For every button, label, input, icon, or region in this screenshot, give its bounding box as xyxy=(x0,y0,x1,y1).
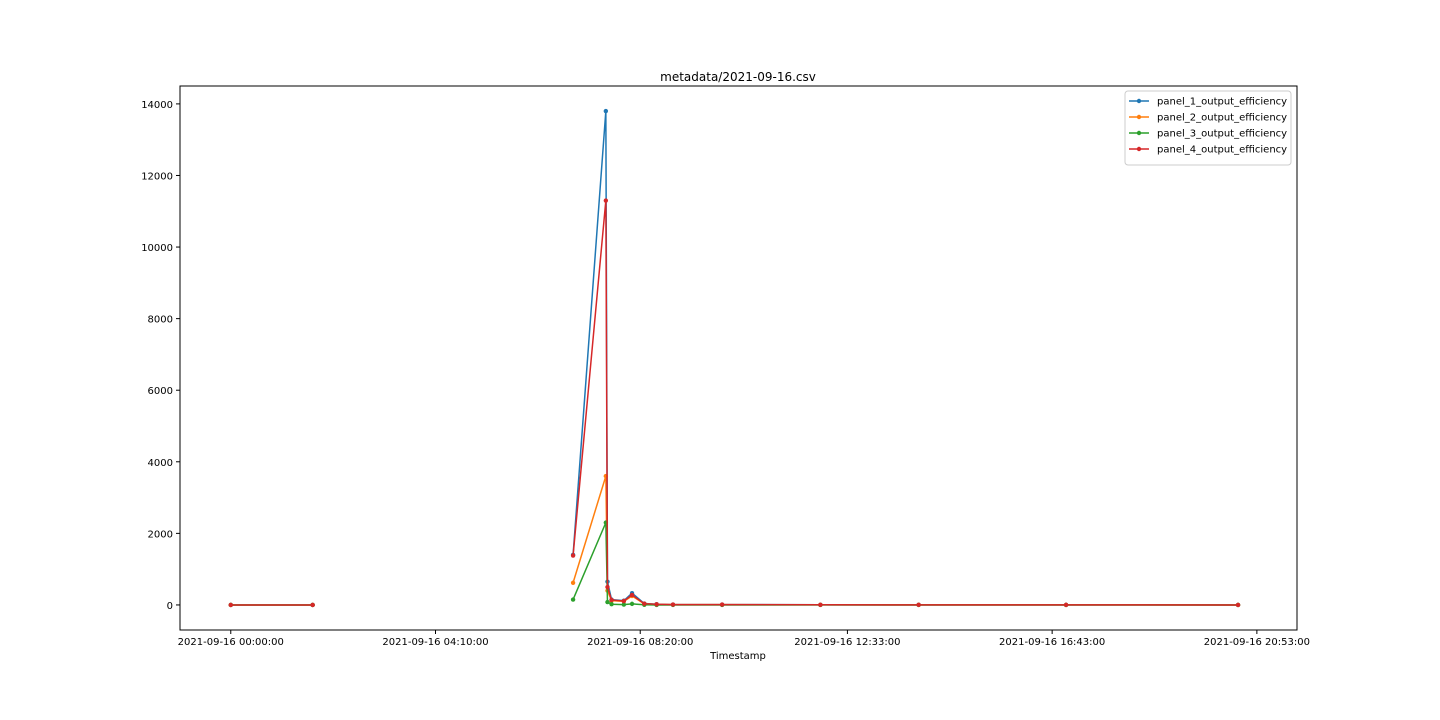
chart-title: metadata/2021-09-16.csv xyxy=(660,70,816,84)
legend-label-4: panel_4_output_efficiency xyxy=(1157,145,1287,156)
series-4-point-3 xyxy=(570,553,576,558)
y-axis: 0 2000 4000 6000 8000 10000 12000 14000 xyxy=(141,100,180,612)
legend-label-3: panel_3_output_efficiency xyxy=(1157,129,1287,140)
series-4-point-6 xyxy=(609,597,614,603)
series-4-line xyxy=(572,200,1239,606)
series-4-point-16 xyxy=(1235,602,1241,608)
y-tick-label-7: 12000 xyxy=(141,171,173,182)
x-tick-label-6: 2021-09-16 20:53:00 xyxy=(1204,637,1310,648)
y-tick-label-5: 8000 xyxy=(148,315,173,326)
legend-label-2: panel_2_output_efficiency xyxy=(1157,113,1287,124)
y-tick-label-8: 14000 xyxy=(141,100,173,111)
series-3-point-6 xyxy=(609,602,614,607)
series-3-point-7 xyxy=(621,602,627,607)
x-tick-label-3: 2021-09-16 08:20:00 xyxy=(587,637,693,648)
x-tick-label-5: 2021-09-16 16:43:00 xyxy=(999,637,1105,648)
series-4-point-1 xyxy=(228,602,233,608)
x-axis: 2021-09-16 00:00:00 2021-09-16 04:10:00 20… xyxy=(178,630,1310,648)
plot-area xyxy=(228,108,1241,608)
series-3-point-8 xyxy=(629,601,635,607)
legend-marker-3 xyxy=(1136,130,1142,136)
series-3-point-5 xyxy=(605,599,610,605)
series-1-point-4 xyxy=(603,108,609,114)
series-4-point-9 xyxy=(642,601,647,606)
y-tick-label-3: 4000 xyxy=(148,458,173,469)
x-tick-label-2: 2021-09-16 04:10:00 xyxy=(382,637,488,648)
series-4-point-4 xyxy=(603,198,609,203)
series-4-point-14 xyxy=(916,602,921,608)
x-tick-label-4: 2021-09-16 12:33:00 xyxy=(794,637,900,648)
legend-label-1: panel_1_output_efficiency xyxy=(1157,97,1287,108)
series-4-point-7 xyxy=(621,598,627,604)
y-tick-label-1: 0 xyxy=(167,601,173,612)
series-4 xyxy=(228,198,1241,608)
series-4-point-11 xyxy=(670,602,676,607)
legend-marker-2 xyxy=(1136,114,1142,120)
series-4-point-5 xyxy=(605,584,610,590)
series-4-point-12 xyxy=(719,602,725,607)
y-tick-label-4: 6000 xyxy=(148,386,173,397)
series-4-point-13 xyxy=(818,602,823,607)
series-4-point-8 xyxy=(629,592,635,598)
legend-box xyxy=(1124,90,1292,166)
legend-marker-4 xyxy=(1136,146,1142,152)
legend-marker-1 xyxy=(1136,98,1142,104)
series-2-point-3 xyxy=(570,580,576,585)
series-4-point-15 xyxy=(1063,602,1069,608)
legend: panel_1_output_efficiency panel_2_output_… xyxy=(1124,90,1292,166)
y-tick-label-2: 2000 xyxy=(148,529,173,540)
series-3-point-3 xyxy=(570,597,576,602)
axes-frame xyxy=(179,85,1298,631)
y-tick-label-6: 10000 xyxy=(141,243,173,254)
x-tick-label-1: 2021-09-16 00:00:00 xyxy=(178,637,284,648)
x-axis-label: Timestamp xyxy=(709,651,766,662)
series-4-point-2 xyxy=(310,602,315,608)
series-4-point-10 xyxy=(654,602,659,607)
